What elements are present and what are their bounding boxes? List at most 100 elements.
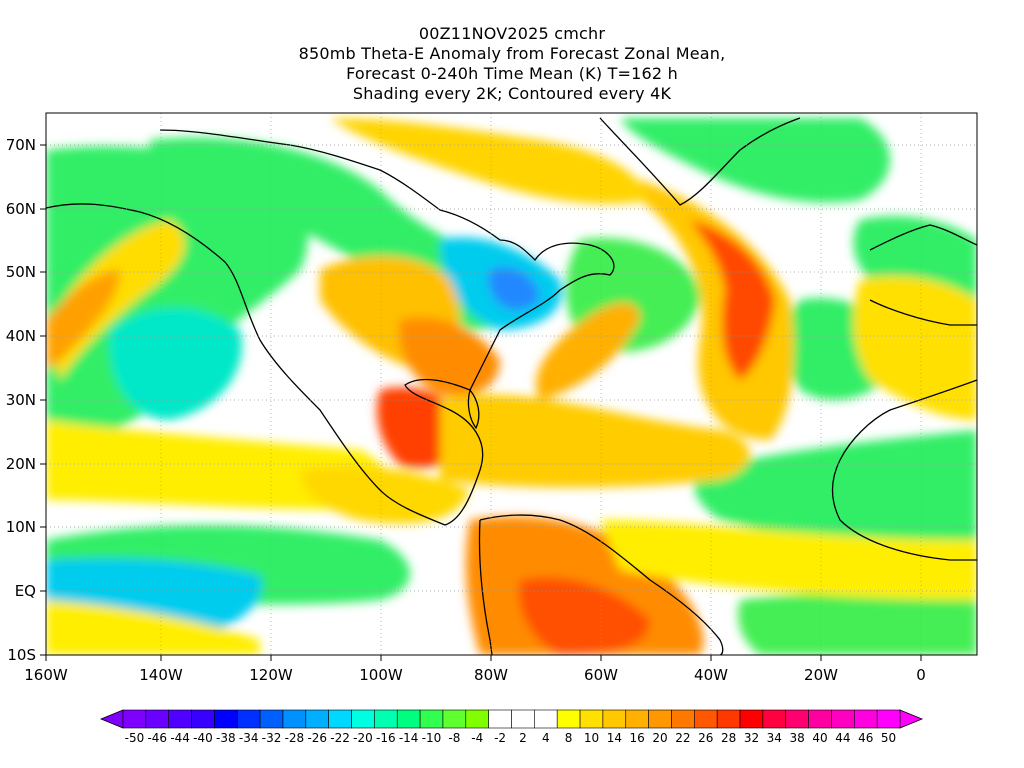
lon-tick-label: 120W xyxy=(249,666,293,684)
colorbar-label: -16 xyxy=(376,731,396,745)
lon-tick-labels: 160W 140W 120W 100W 80W 60W 40W 20W 0 xyxy=(24,666,926,684)
lat-tick-label: 70N xyxy=(6,136,36,154)
greenland-yellow xyxy=(330,118,650,204)
colorbar-label: 44 xyxy=(835,731,850,745)
colorbar-arrow-left xyxy=(99,709,124,729)
colorbar-label: 46 xyxy=(858,731,873,745)
colorbar-label: 34 xyxy=(767,731,782,745)
central-us-orange xyxy=(399,317,500,397)
lat-tick-label: 40N xyxy=(6,327,36,345)
atlantic-river-red xyxy=(690,220,775,380)
colorbar-label: 10 xyxy=(584,731,599,745)
atlantic-river-yellow xyxy=(640,180,794,440)
south-america-coastline xyxy=(478,514,724,655)
colorbar-swatch xyxy=(716,709,741,729)
lat-tick-label: 60N xyxy=(6,200,36,218)
colorbar-label: 38 xyxy=(790,731,805,745)
lon-tick-label: 80W xyxy=(474,666,508,684)
europe-coastline xyxy=(869,224,977,326)
greenland-green xyxy=(620,118,890,203)
colorbar-swatch xyxy=(534,709,558,729)
colorbar-label: 4 xyxy=(542,731,550,745)
north-america-coastline xyxy=(46,129,615,526)
colorbar-label: -10 xyxy=(422,731,442,745)
colorbar-swatch xyxy=(625,709,649,729)
colorbar: -50 -46 -44 -40 -38 -34 -32 -28 -26 -22 -20 -16 -14-… xyxy=(99,709,924,745)
colorbar-swatch xyxy=(602,709,627,729)
colorbar-swatch xyxy=(465,709,489,729)
colorbar-swatch xyxy=(259,709,284,729)
lon-tick-label: 160W xyxy=(24,666,68,684)
colorbar-swatch xyxy=(236,709,261,729)
colorbar-label: 26 xyxy=(698,731,713,745)
lat-tick-label: 10N xyxy=(6,518,36,536)
hudson-blue xyxy=(488,266,540,311)
lat-tick-label: 50N xyxy=(6,263,36,281)
plot-frame xyxy=(45,112,978,656)
lat-tick-label: 20N xyxy=(6,455,36,473)
colorbar-label: -20 xyxy=(353,731,373,745)
east-pacific-yellow xyxy=(46,600,260,655)
colorbar-label: 8 xyxy=(565,731,573,745)
colorbar-swatch xyxy=(442,709,467,729)
lon-tick-label: 140W xyxy=(139,666,183,684)
colorbar-label: 40 xyxy=(812,731,827,745)
colorbar-label: -8 xyxy=(448,731,460,745)
colorbar-swatch xyxy=(762,709,787,729)
colorbar-label: 28 xyxy=(721,731,736,745)
colorbar-label: -38 xyxy=(216,731,236,745)
south-america-red xyxy=(519,577,650,655)
colorbar-swatch xyxy=(191,709,215,729)
colorbar-swatch xyxy=(739,709,764,729)
colorbar-label: -40 xyxy=(193,731,213,745)
colorbar-label: 16 xyxy=(630,731,645,745)
colorbar-swatch xyxy=(145,709,170,729)
colorbar-arrow-right xyxy=(899,709,924,729)
colorbar-label: -44 xyxy=(170,731,190,745)
colorbar-swatch xyxy=(694,709,718,729)
greenland-coastline xyxy=(599,117,801,206)
tropical-pacific-yellow xyxy=(46,420,390,510)
lon-tick-label: 0 xyxy=(916,666,926,684)
colorbar-swatch xyxy=(511,709,535,729)
colorbar-label: -14 xyxy=(399,731,419,745)
africa-green xyxy=(694,430,977,560)
colorbar-swatch xyxy=(488,709,512,729)
colorbar-swatch xyxy=(282,709,307,729)
colorbar-swatch xyxy=(808,709,832,729)
lon-tick-label: 20W xyxy=(804,666,838,684)
anomaly-field xyxy=(46,113,977,655)
lon-tick-label: 100W xyxy=(359,666,403,684)
colorbar-swatch xyxy=(831,709,855,729)
colorbar-label: 50 xyxy=(881,731,896,745)
atlantic-plume-orange xyxy=(536,302,640,400)
lon-tick-label: 60W xyxy=(584,666,618,684)
map-title-line-4: Shading every 2K; Contoured every 4K xyxy=(352,84,672,103)
map-title-line-3: Forecast 0-240h Time Mean (K) T=162 h xyxy=(346,64,678,83)
colorbar-swatch xyxy=(876,709,901,729)
colorbar-label: 32 xyxy=(744,731,759,745)
colorbar-label: 22 xyxy=(675,731,690,745)
pacific-green-band xyxy=(46,146,308,440)
colorbar-label: -32 xyxy=(262,731,282,745)
colorbar-swatch xyxy=(648,709,672,729)
colorbar-swatch xyxy=(328,709,352,729)
colorbar-swatch xyxy=(168,709,192,729)
pacific-orange-arc xyxy=(46,270,120,370)
colorbar-label: -22 xyxy=(330,731,350,745)
colorbar-label: 2 xyxy=(519,731,527,745)
tick-marks xyxy=(40,144,922,661)
colorbar-label: -28 xyxy=(285,731,305,745)
colorbar-label: -26 xyxy=(307,731,327,745)
map-title-line-1: 00Z11NOV2025 cmchr xyxy=(418,24,606,43)
colorbar-swatch xyxy=(671,709,695,729)
africa-yellow xyxy=(853,276,977,420)
map-title-line-2: 850mb Theta-E Anomaly from Forecast Zona… xyxy=(298,44,726,63)
subtropical-atlantic-yellow xyxy=(440,394,750,488)
equatorial-yellow xyxy=(600,520,977,600)
colorbar-label: -46 xyxy=(147,731,167,745)
africa-coastline xyxy=(831,379,977,561)
colorbar-label: -4 xyxy=(471,731,483,745)
colorbar-swatch xyxy=(374,709,398,729)
